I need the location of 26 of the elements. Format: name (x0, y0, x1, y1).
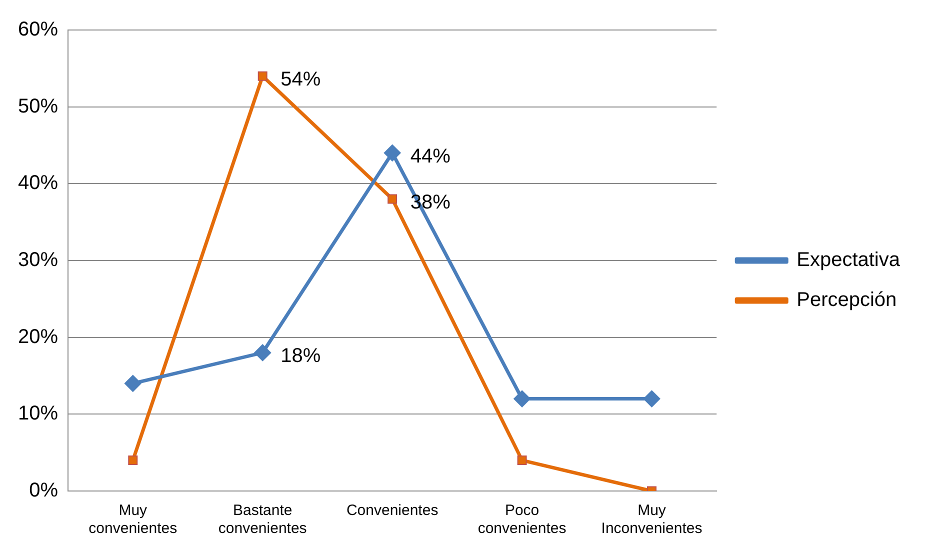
point (258, 71, 268, 81)
x-tick-label: Muy convenientes (88, 502, 178, 538)
data-label: 44% (410, 145, 451, 168)
x-tick-label: Muy Inconvenientes (601, 502, 702, 538)
y-tick-label: 40% (18, 172, 58, 194)
y-tick-label: 10% (18, 402, 58, 425)
legend-label: Percepción (796, 289, 897, 312)
point (384, 144, 401, 162)
point (514, 390, 531, 408)
legend-label: Expectativa (796, 249, 901, 272)
data-label: 18% (280, 345, 321, 368)
data-label: 54% (280, 68, 321, 91)
x-tick-label: Poco convenientes (478, 502, 566, 538)
y-tick-label: 50% (18, 95, 58, 118)
x-tick-label: Convenientes (346, 502, 438, 520)
point (388, 194, 398, 204)
point (254, 344, 272, 362)
point (128, 456, 138, 466)
point (517, 456, 527, 466)
x-tick-label: Bastante convenientes (218, 502, 307, 538)
y-tick-label: 60% (18, 18, 58, 41)
point (124, 374, 142, 392)
point (643, 390, 660, 408)
y-tick-label: 30% (18, 249, 58, 272)
y-tick-label: 20% (18, 326, 58, 348)
y-tick-label: 0% (29, 480, 58, 502)
